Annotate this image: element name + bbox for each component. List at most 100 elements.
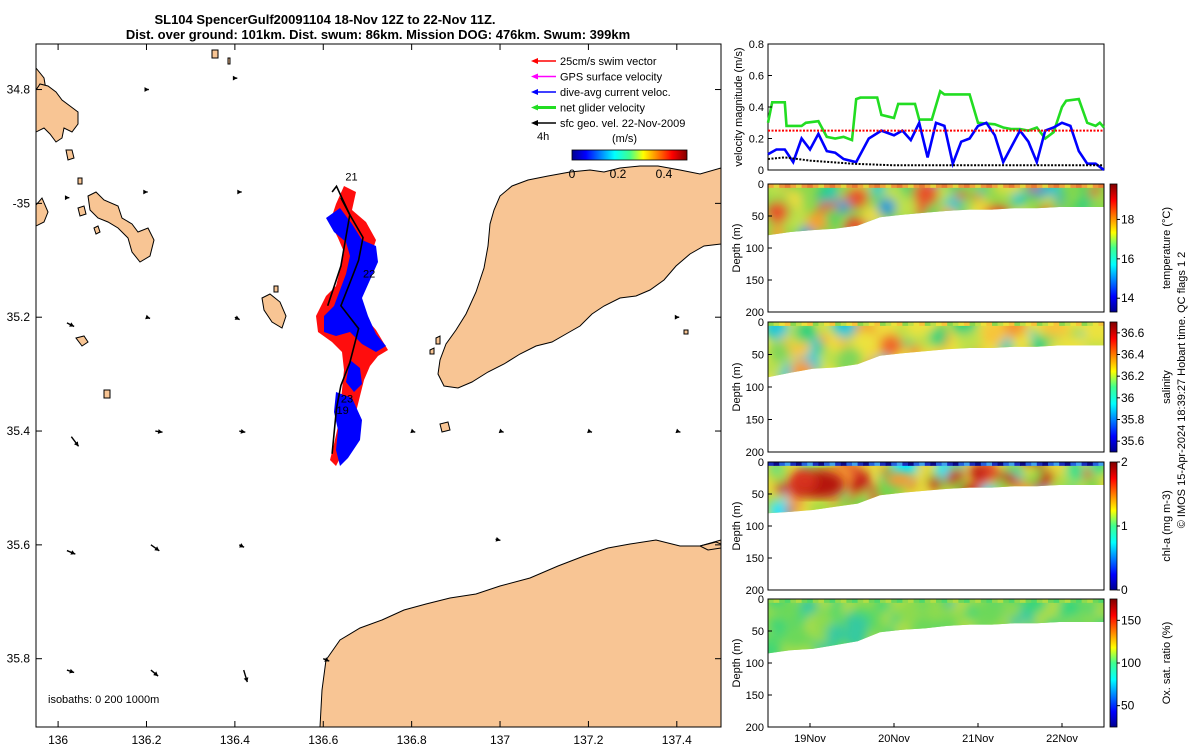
section-3-cbar-tick-0: 50 [1121,699,1135,713]
land-north-island [36,83,79,143]
section-0-cbar-tick-2: 18 [1121,212,1135,226]
section-0-cbar-tick-0: 14 [1121,291,1135,305]
section-2-cbar-label: chl-a (mg m-3) [1161,490,1173,562]
dive-avg-current-swath [324,208,386,466]
section-panel-3: 0 50 100 150 200 Depth (m) 50 100 150 Ox. sat. ra… [731,594,1173,745]
geo-vector-23 [64,195,70,201]
map-ytick-label-3: 35.4 [7,424,31,438]
section-1-ytick-label-1: 50 [752,350,764,362]
section-3-cbar-tick-1: 100 [1121,656,1141,670]
map-xtick-label-4: 136.8 [397,733,427,747]
section-xtick-label-2: 21Nov [962,733,994,745]
legend-item-0: 25cm/s swim vector [531,56,657,68]
isobath-note: isobaths: 0 200 1000m [48,694,159,706]
geo-vector-5 [239,429,246,434]
day-label-19: 19 [337,405,349,417]
velocity-series [766,89,1105,172]
vel-ytick-label-0: 0 [758,165,764,177]
section-1-cbar-tick-1: 35.8 [1121,413,1145,427]
section-2-cbar-tick-2: 2 [1121,455,1128,469]
map-xtick-label-3: 136.6 [308,733,338,747]
map-xtick-label-5: 137 [490,733,510,747]
vel-ytick-label-2: 0.4 [749,102,764,114]
section-2-colorbar [1109,461,1118,591]
glider-ground-track-2 [326,197,351,307]
velocity-series-3 [767,156,1104,167]
legend-item-4: sfc geo. vel. 22-Nov-2009 [531,118,685,130]
map-legend: 25cm/s swim vector GPS surface velocity di… [531,56,685,130]
map-y-axis: 34.8 -35 35.2 35.4 35.6 35.8 [7,83,721,666]
velocity-series-1 [767,118,1105,172]
section-0-ytick-label-2: 100 [746,243,764,255]
geo-vector-11 [243,669,249,683]
geo-vector-3 [70,436,80,447]
section-0-cbar-tick-1: 16 [1121,252,1135,266]
section-2-cbar-tick-0: 0 [1121,583,1128,597]
section-0-ytick-label-1: 50 [752,211,764,223]
colorbar-tick-1: 0.2 [610,167,627,181]
section-1-cbar-tick-4: 36.4 [1121,348,1145,362]
section-xtick-label-1: 20Nov [878,733,910,745]
map-xtick-label-2: 136.4 [220,733,250,747]
section-panel-2: 0 50 100 150 200 Depth (m) 0 1 2 chl-a (mg m-3) [731,455,1173,597]
land-west-islands [36,191,155,263]
map-x-axis: 136 136.2 136.4 136.6 136.8 137 137.2 137.4 [48,44,692,747]
section-0-colorbar [1109,183,1118,313]
glider-track [316,184,388,466]
geo-vector-21 [232,75,238,81]
map-ytick-label-1: -35 [13,196,31,210]
day-label-21: 21 [345,172,357,184]
land-kangaroo-island [319,539,721,727]
section-2-ytick-label-0: 0 [758,457,764,469]
map-ytick-label-4: 35.6 [7,538,31,552]
geo-vector-4 [155,429,163,434]
section-2-ytick-label-3: 150 [746,553,764,565]
section-3-ylabel: Depth (m) [731,639,743,688]
map-ytick-label-0: 34.8 [7,83,31,97]
velocity-y-axis: 0 0.2 0.4 0.6 0.8 [749,39,772,177]
legend-label-2: dive-avg current veloc. [560,87,671,99]
map-ytick-label-5: 35.8 [7,652,31,666]
speed-colorbar [571,149,688,161]
geo-vector-15 [495,536,501,542]
legend-item-3: net glider velocity [531,103,645,115]
geo-vector-8 [238,543,245,548]
section-2-ytick-label-2: 100 [746,521,764,533]
geo-vector-2 [234,315,240,321]
section-3-ytick-label-2: 100 [746,658,764,670]
section-3-ytick-label-3: 150 [746,690,764,702]
section-0-ytick-label-0: 0 [758,179,764,191]
legend-item-2: dive-avg current veloc. [531,87,671,99]
geo-vector-6 [66,549,76,555]
section-1-ytick-label-2: 100 [746,382,764,394]
section-3-ytick-label-4: 200 [746,722,764,734]
section-0-ylabel: Depth (m) [731,224,743,273]
section-panel-0: 0 50 100 150 200 Depth (m) 14 16 18 temperature (… [731,179,1173,319]
legend-label-3: net glider velocity [560,103,645,115]
land-small-islets [65,49,287,399]
geo-vector-0 [66,322,75,328]
land-east-islets [429,329,689,433]
legend-interval: 4h [537,131,549,143]
map-xtick-label-1: 136.2 [131,733,161,747]
map-ytick-label-2: 35.2 [7,310,31,324]
section-2-ylabel: Depth (m) [731,502,743,551]
vel-ytick-label-4: 0.8 [749,39,764,51]
vel-ytick-label-3: 0.6 [749,71,764,83]
section-3-cbar-label: Ox. sat. ratio (%) [1161,622,1173,705]
geo-vector-14 [498,428,504,434]
vel-ytick-label-1: 0.2 [749,134,764,146]
legend-label-4: sfc geo. vel. 22-Nov-2009 [560,118,685,130]
section-1-cbar-label: salinity [1161,370,1173,404]
day-label-23: 23 [341,394,353,406]
section-xtick-label-0: 19Nov [794,733,826,745]
section-0-cbar-label: temperature (°C) [1161,207,1173,289]
section-0-ytick-label-3: 150 [746,275,764,287]
section-3-ytick-label-0: 0 [758,594,764,606]
colorbar-label: (m/s) [612,133,637,145]
geo-vector-13 [410,428,416,434]
map-xtick-label-7: 137.4 [662,733,692,747]
section-3-colorbar [1109,598,1118,728]
